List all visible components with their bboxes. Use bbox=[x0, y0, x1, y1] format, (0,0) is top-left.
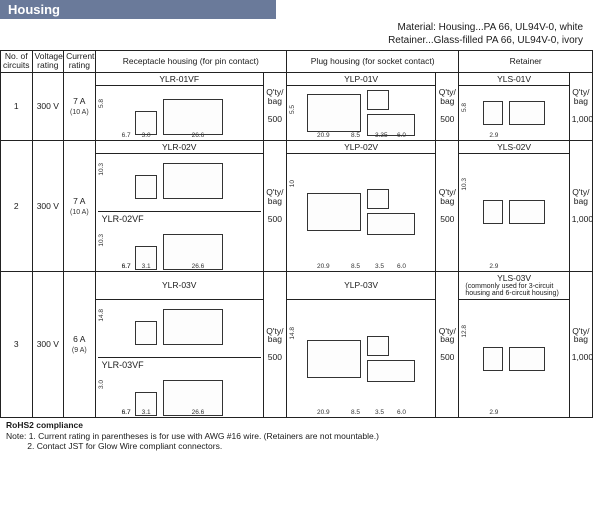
plug-figure: 5.58.520.93.356.0 bbox=[286, 85, 435, 140]
qty-header: Q'ty/ bag500 bbox=[436, 271, 459, 417]
ret-figure: 5.82.9 bbox=[459, 85, 569, 140]
qty-header: Q'ty/ bag500 bbox=[263, 140, 286, 271]
recept-figure: 10.36.73.126.6YLR-02VF10.36.73.126.6 bbox=[95, 153, 263, 271]
cell-voltage: 300 V bbox=[32, 140, 64, 271]
cell-circuits: 1 bbox=[1, 72, 33, 140]
cell-voltage: 300 V bbox=[32, 72, 64, 140]
hdr-retainer: Retainer bbox=[459, 51, 593, 73]
ret-part: YLS-03V(commonly used for 3-circuit hous… bbox=[459, 271, 569, 299]
cell-circuits: 3 bbox=[1, 271, 33, 417]
qty-header: Q'ty/ bag1,000 bbox=[569, 271, 592, 417]
ret-figure: 12.82.9 bbox=[459, 300, 569, 418]
recept-figure: 5.86.73.026.6 bbox=[95, 85, 263, 140]
recept-figure: 14.86.73.126.6YLR-03VF3.06.73.126.6 bbox=[95, 300, 263, 418]
plug-figure: 14.88.520.93.56.0 bbox=[286, 300, 435, 418]
plug-figure: 108.520.93.56.0 bbox=[286, 153, 435, 271]
material-line-1: Material: Housing...PA 66, UL94V-0, whit… bbox=[398, 22, 583, 33]
cell-current: 7 A(10 A) bbox=[64, 72, 96, 140]
hdr-receptacle: Receptacle housing (for pin contact) bbox=[95, 51, 286, 73]
qty-header: Q'ty/ bag500 bbox=[436, 140, 459, 271]
hdr-current: Currentrating bbox=[64, 51, 96, 73]
cell-current: 7 A(10 A) bbox=[64, 140, 96, 271]
qty-header: Q'ty/ bag1,000 bbox=[569, 140, 592, 271]
note-label: Note: bbox=[6, 431, 26, 441]
cell-current: 6 A(9 A) bbox=[64, 271, 96, 417]
plug-part: YLP-03V bbox=[286, 271, 435, 299]
hdr-plug: Plug housing (for socket contact) bbox=[286, 51, 458, 73]
housing-table: No. ofcircuits Voltagerating Currentrati… bbox=[0, 50, 593, 418]
ret-figure: 10.32.9 bbox=[459, 153, 569, 271]
qty-header: Q'ty/ bag500 bbox=[436, 72, 459, 140]
ret-part: YLS-02V bbox=[459, 140, 569, 153]
recept-part: YLR-03V bbox=[95, 271, 263, 299]
material-note: Material: Housing...PA 66, UL94V-0, whit… bbox=[0, 19, 593, 50]
cell-circuits: 2 bbox=[1, 140, 33, 271]
hdr-voltage: Voltagerating bbox=[32, 51, 64, 73]
plug-part: YLP-01V bbox=[286, 72, 435, 85]
compliance-label: RoHS2 compliance bbox=[6, 420, 83, 430]
qty-header: Q'ty/ bag500 bbox=[263, 271, 286, 417]
plug-part: YLP-02V bbox=[286, 140, 435, 153]
qty-header: Q'ty/ bag500 bbox=[263, 72, 286, 140]
material-line-2: Retainer...Glass-filled PA 66, UL94V-0, … bbox=[388, 35, 583, 46]
ret-part: YLS-01V bbox=[459, 72, 569, 85]
recept-part: YLR-01VF bbox=[95, 72, 263, 85]
note-1: 1. Current rating in parentheses is for … bbox=[29, 431, 379, 441]
cell-voltage: 300 V bbox=[32, 271, 64, 417]
hdr-circuits: No. ofcircuits bbox=[1, 51, 33, 73]
section-title: Housing bbox=[0, 0, 276, 19]
qty-header: Q'ty/ bag1,000 bbox=[569, 72, 592, 140]
recept-part: YLR-02V bbox=[95, 140, 263, 153]
footer: RoHS2 compliance Note: 1. Current rating… bbox=[0, 418, 593, 452]
note-2: 2. Contact JST for Glow Wire compliant c… bbox=[27, 441, 222, 451]
